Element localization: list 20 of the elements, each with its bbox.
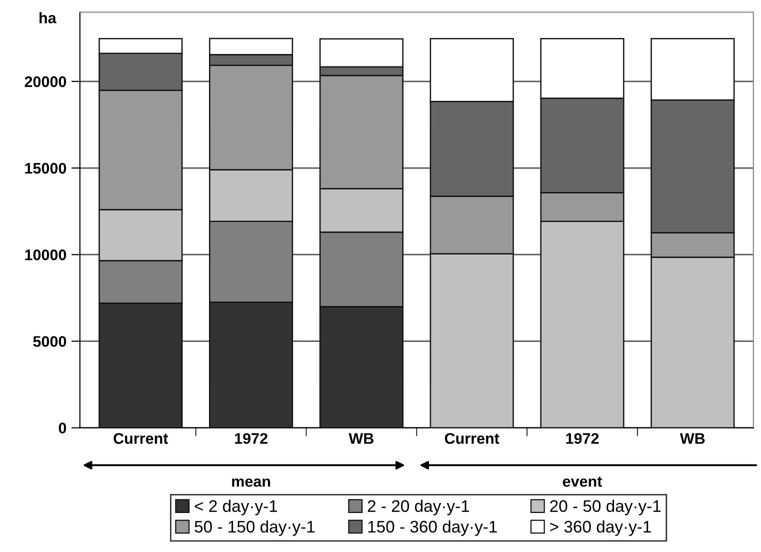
y-axis-title: ha	[40, 12, 56, 24]
y-tick-label: 20000	[24, 76, 66, 88]
x-tick-label: WB	[348, 433, 374, 444]
x-tick-label: 1972	[235, 433, 268, 444]
y-tick-label: 15000	[25, 162, 66, 174]
x-tick-label: 1972	[566, 433, 599, 444]
x-tick-label: WB	[680, 433, 705, 444]
x-tick-label: Current	[444, 433, 500, 444]
legend-label: > 360 day·y-1	[550, 520, 651, 536]
text: event	[562, 476, 602, 487]
legend-label: 2 - 20 day·y-1	[368, 500, 470, 516]
text: mean	[232, 478, 270, 487]
y-tick-label: 5000	[33, 336, 66, 347]
legend-label: 150 - 360 day·y-1	[368, 520, 497, 536]
y-tick-label: 10000	[25, 249, 66, 260]
x-tick-label: Current	[114, 433, 168, 444]
y-tick-label: 0	[58, 422, 66, 434]
legend-label: < 2 day·y-1	[194, 500, 278, 516]
legend-label: 20 - 50 day·y-1	[550, 500, 661, 516]
legend-label: 50 - 150 day·y-1	[194, 520, 315, 536]
